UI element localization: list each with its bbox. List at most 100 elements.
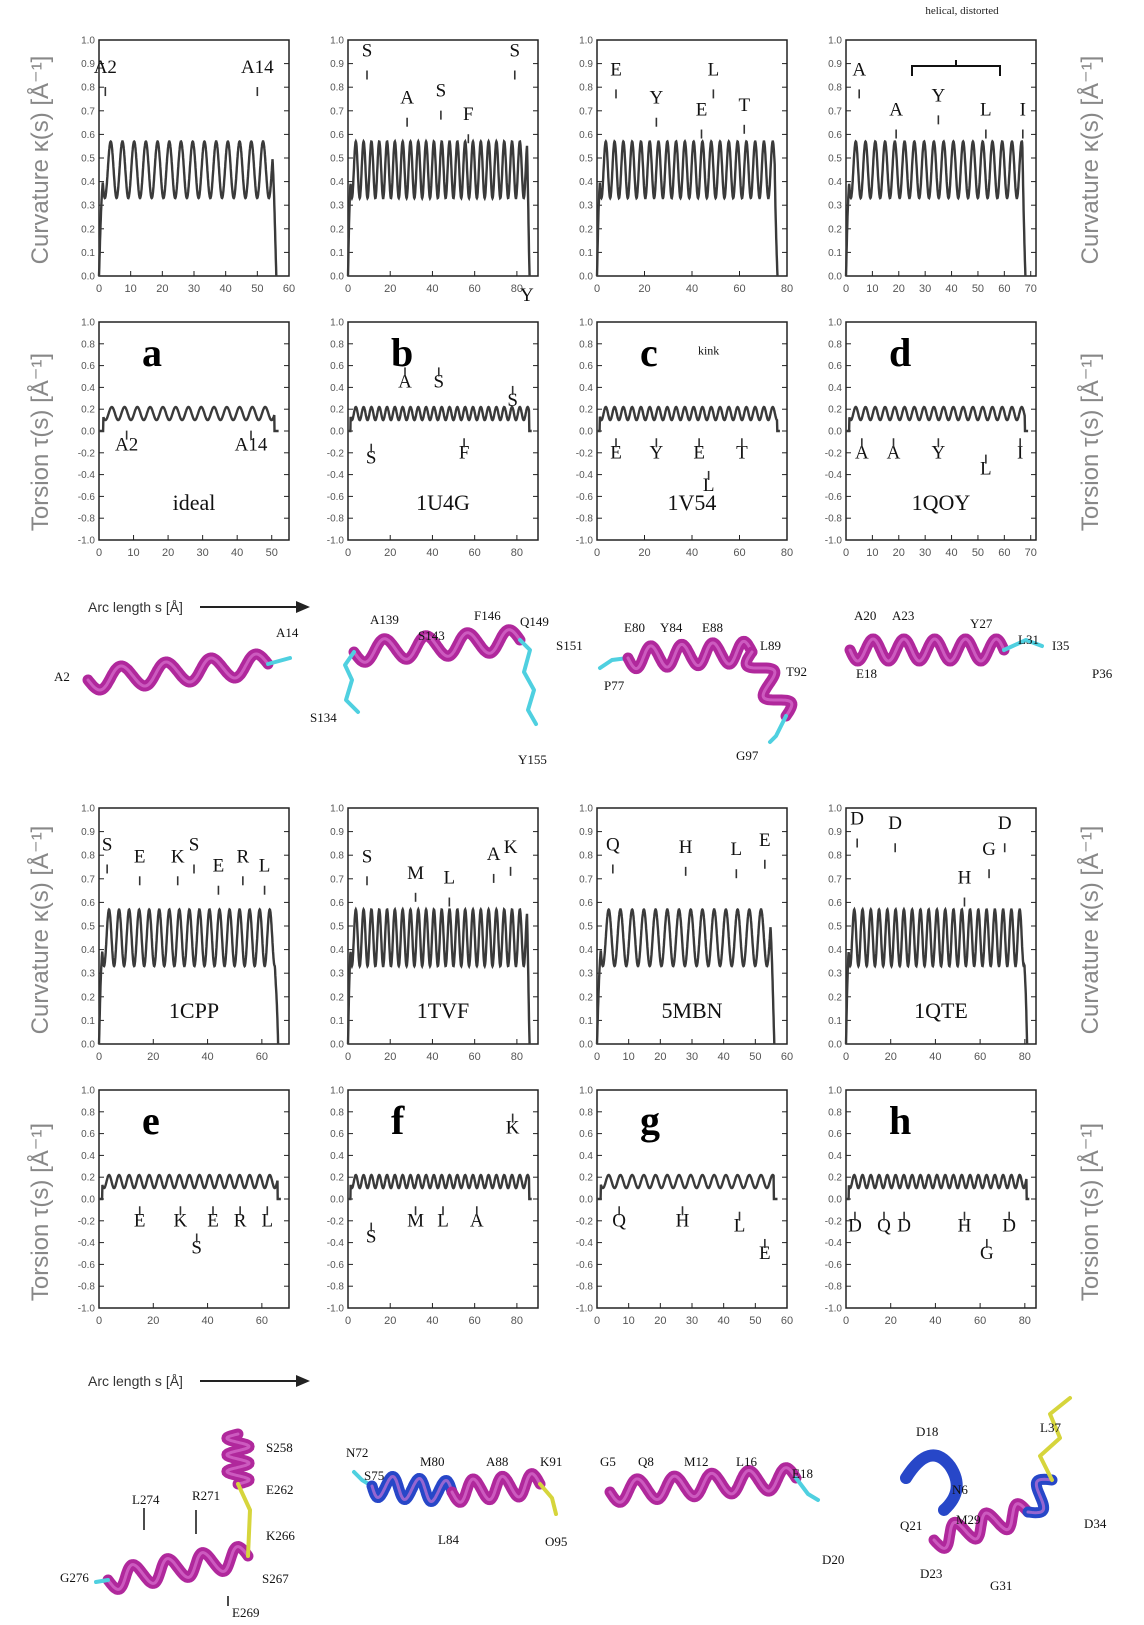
y-tick-label: 0.6 (81, 1129, 95, 1140)
residue-label: Q (612, 1210, 626, 1231)
residue-label: S (102, 834, 113, 855)
x-tick-label: 10 (127, 547, 139, 559)
y-tick-label: -0.6 (327, 492, 345, 503)
y-tick-label: -0.6 (78, 492, 96, 503)
y-tick-label: -0.2 (825, 1216, 843, 1227)
y-tick-label: 0.4 (579, 1151, 593, 1162)
torsion-curve-h (846, 1173, 1030, 1201)
curvature-plot-h: 0.0 0.1 0.2 0.3 0.4 0.5 0.6 0.7 0.8 0.9 1.0 0 20 40 60… (828, 804, 1037, 1063)
structure-label: T92 (786, 664, 807, 679)
y-tick-label: -0.4 (78, 470, 96, 481)
y-tick-label: 0.4 (828, 383, 842, 394)
y-tick-label: 0.2 (81, 1173, 95, 1184)
y-tick-label: -1.0 (327, 536, 345, 547)
y-tick-label: -0.6 (825, 492, 843, 503)
x-tick-label: 50 (972, 547, 984, 559)
y-tick-label: 0.1 (828, 1016, 842, 1027)
x-tick-label: 20 (885, 1051, 897, 1063)
x-tick-label: 60 (256, 1315, 268, 1327)
plot-frame (98, 1089, 290, 1309)
y-tick-label: 0.1 (330, 248, 344, 259)
y-tick-label: 0.2 (81, 992, 95, 1003)
structure-label: A23 (892, 608, 914, 623)
curvature-axis-title-top-left: Curvature κ(s) [Å⁻¹] (26, 56, 54, 265)
y-tick-label: 0.5 (828, 922, 842, 933)
y-tick-label: 0.0 (579, 427, 593, 438)
y-tick-label: 0.4 (330, 177, 344, 188)
x-tick-label: 20 (384, 283, 396, 295)
residue-label: A (400, 88, 414, 109)
y-tick-label: 1.0 (330, 1086, 344, 1097)
y-tick-label: 0.3 (579, 201, 593, 212)
y-tick-label: -0.4 (576, 470, 594, 481)
torsion-curve-d (846, 405, 1029, 433)
residue-label: H (958, 1216, 972, 1237)
x-tick-label: 20 (638, 547, 650, 559)
structure-label: S258 (266, 1440, 293, 1455)
x-tick-label: 70 (1025, 547, 1037, 559)
coil-e-link (236, 1482, 252, 1558)
y-tick-label: 0.2 (828, 224, 842, 235)
residue-label: F (459, 442, 470, 463)
x-tick-label: 0 (594, 547, 600, 559)
y-tick-label: 0.0 (81, 1195, 95, 1206)
torsion-plot-e: -1.0 -0.8 -0.6 -0.4 -0.2 0.0 0.2 0.4 0.6 0.8 1.0 0 2… (78, 1086, 290, 1327)
structure-label: A2 (54, 669, 70, 684)
residue-label: E (207, 1210, 219, 1231)
residue-label: G (982, 839, 996, 860)
x-tick-label: 20 (156, 283, 168, 295)
residue-label: A (889, 100, 903, 121)
y-tick-label: 0.0 (81, 427, 95, 438)
curvature-curve-f (346, 906, 531, 1045)
helix-ribbon-f (446, 1468, 546, 1508)
residue-label: T (736, 442, 748, 463)
structure-label: E269 (232, 1605, 259, 1620)
residue-label: F (463, 104, 474, 125)
residue-label: E (759, 830, 771, 851)
x-tick-label: 80 (511, 1051, 523, 1063)
helical-distorted-bracket (911, 60, 1001, 76)
x-tick-label: 40 (929, 1051, 941, 1063)
residue-label: E (134, 1210, 146, 1231)
y-tick-label: 0.1 (81, 1016, 95, 1027)
y-tick-label: 0.9 (579, 59, 593, 70)
curvature-plot-g: 0.0 0.1 0.2 0.3 0.4 0.5 0.6 0.7 0.8 0.9 1.0 0 10 20 30… (579, 804, 793, 1064)
y-tick-label: 1.0 (828, 1086, 842, 1097)
x-tick-label: 80 (1019, 1051, 1031, 1063)
x-tick-label: 0 (96, 1315, 102, 1327)
x-tick-label: 70 (1025, 283, 1037, 295)
y-tick-label: 0.6 (579, 130, 593, 141)
y-tick-label: 0.4 (81, 383, 95, 394)
residue-label: Y (650, 88, 664, 109)
y-tick-label: 0.3 (81, 201, 95, 212)
residue-label: E (759, 1243, 771, 1264)
x-tick-label: 10 (866, 547, 878, 559)
y-tick-label: 0.3 (579, 969, 593, 980)
y-tick-label: 0.9 (579, 827, 593, 838)
y-tick-label: 0.7 (828, 874, 842, 885)
y-tick-label: 0.5 (828, 154, 842, 165)
residue-label: L (980, 100, 992, 121)
residue-label: L (259, 856, 271, 877)
torsion-axis-title-bottom-left: Torsion τ(s) [Å⁻¹] (26, 1123, 54, 1301)
torsion-curve-f (348, 1173, 532, 1201)
x-tick-label: 50 (749, 1051, 761, 1063)
curvature-curve-g (595, 907, 776, 1045)
y-tick-label: 0.2 (330, 1173, 344, 1184)
residue-label: S (189, 834, 200, 855)
y-tick-label: 0.9 (81, 827, 95, 838)
y-tick-label: 0.5 (330, 922, 344, 933)
residue-label: S (433, 371, 444, 392)
y-tick-label: 1.0 (330, 804, 344, 815)
panel-letter-e: e (142, 1098, 160, 1143)
y-tick-label: 0.4 (579, 945, 593, 956)
x-tick-label: 20 (893, 283, 905, 295)
y-tick-label: -0.2 (327, 448, 345, 459)
structure-label: G31 (990, 1578, 1012, 1593)
y-tick-label: 1.0 (579, 1086, 593, 1097)
residue-label: E (696, 100, 708, 121)
y-tick-label: 0.8 (330, 1107, 344, 1118)
x-tick-label: 0 (843, 1051, 849, 1063)
y-tick-label: -0.8 (576, 1282, 594, 1293)
structure-label: E88 (702, 620, 723, 635)
